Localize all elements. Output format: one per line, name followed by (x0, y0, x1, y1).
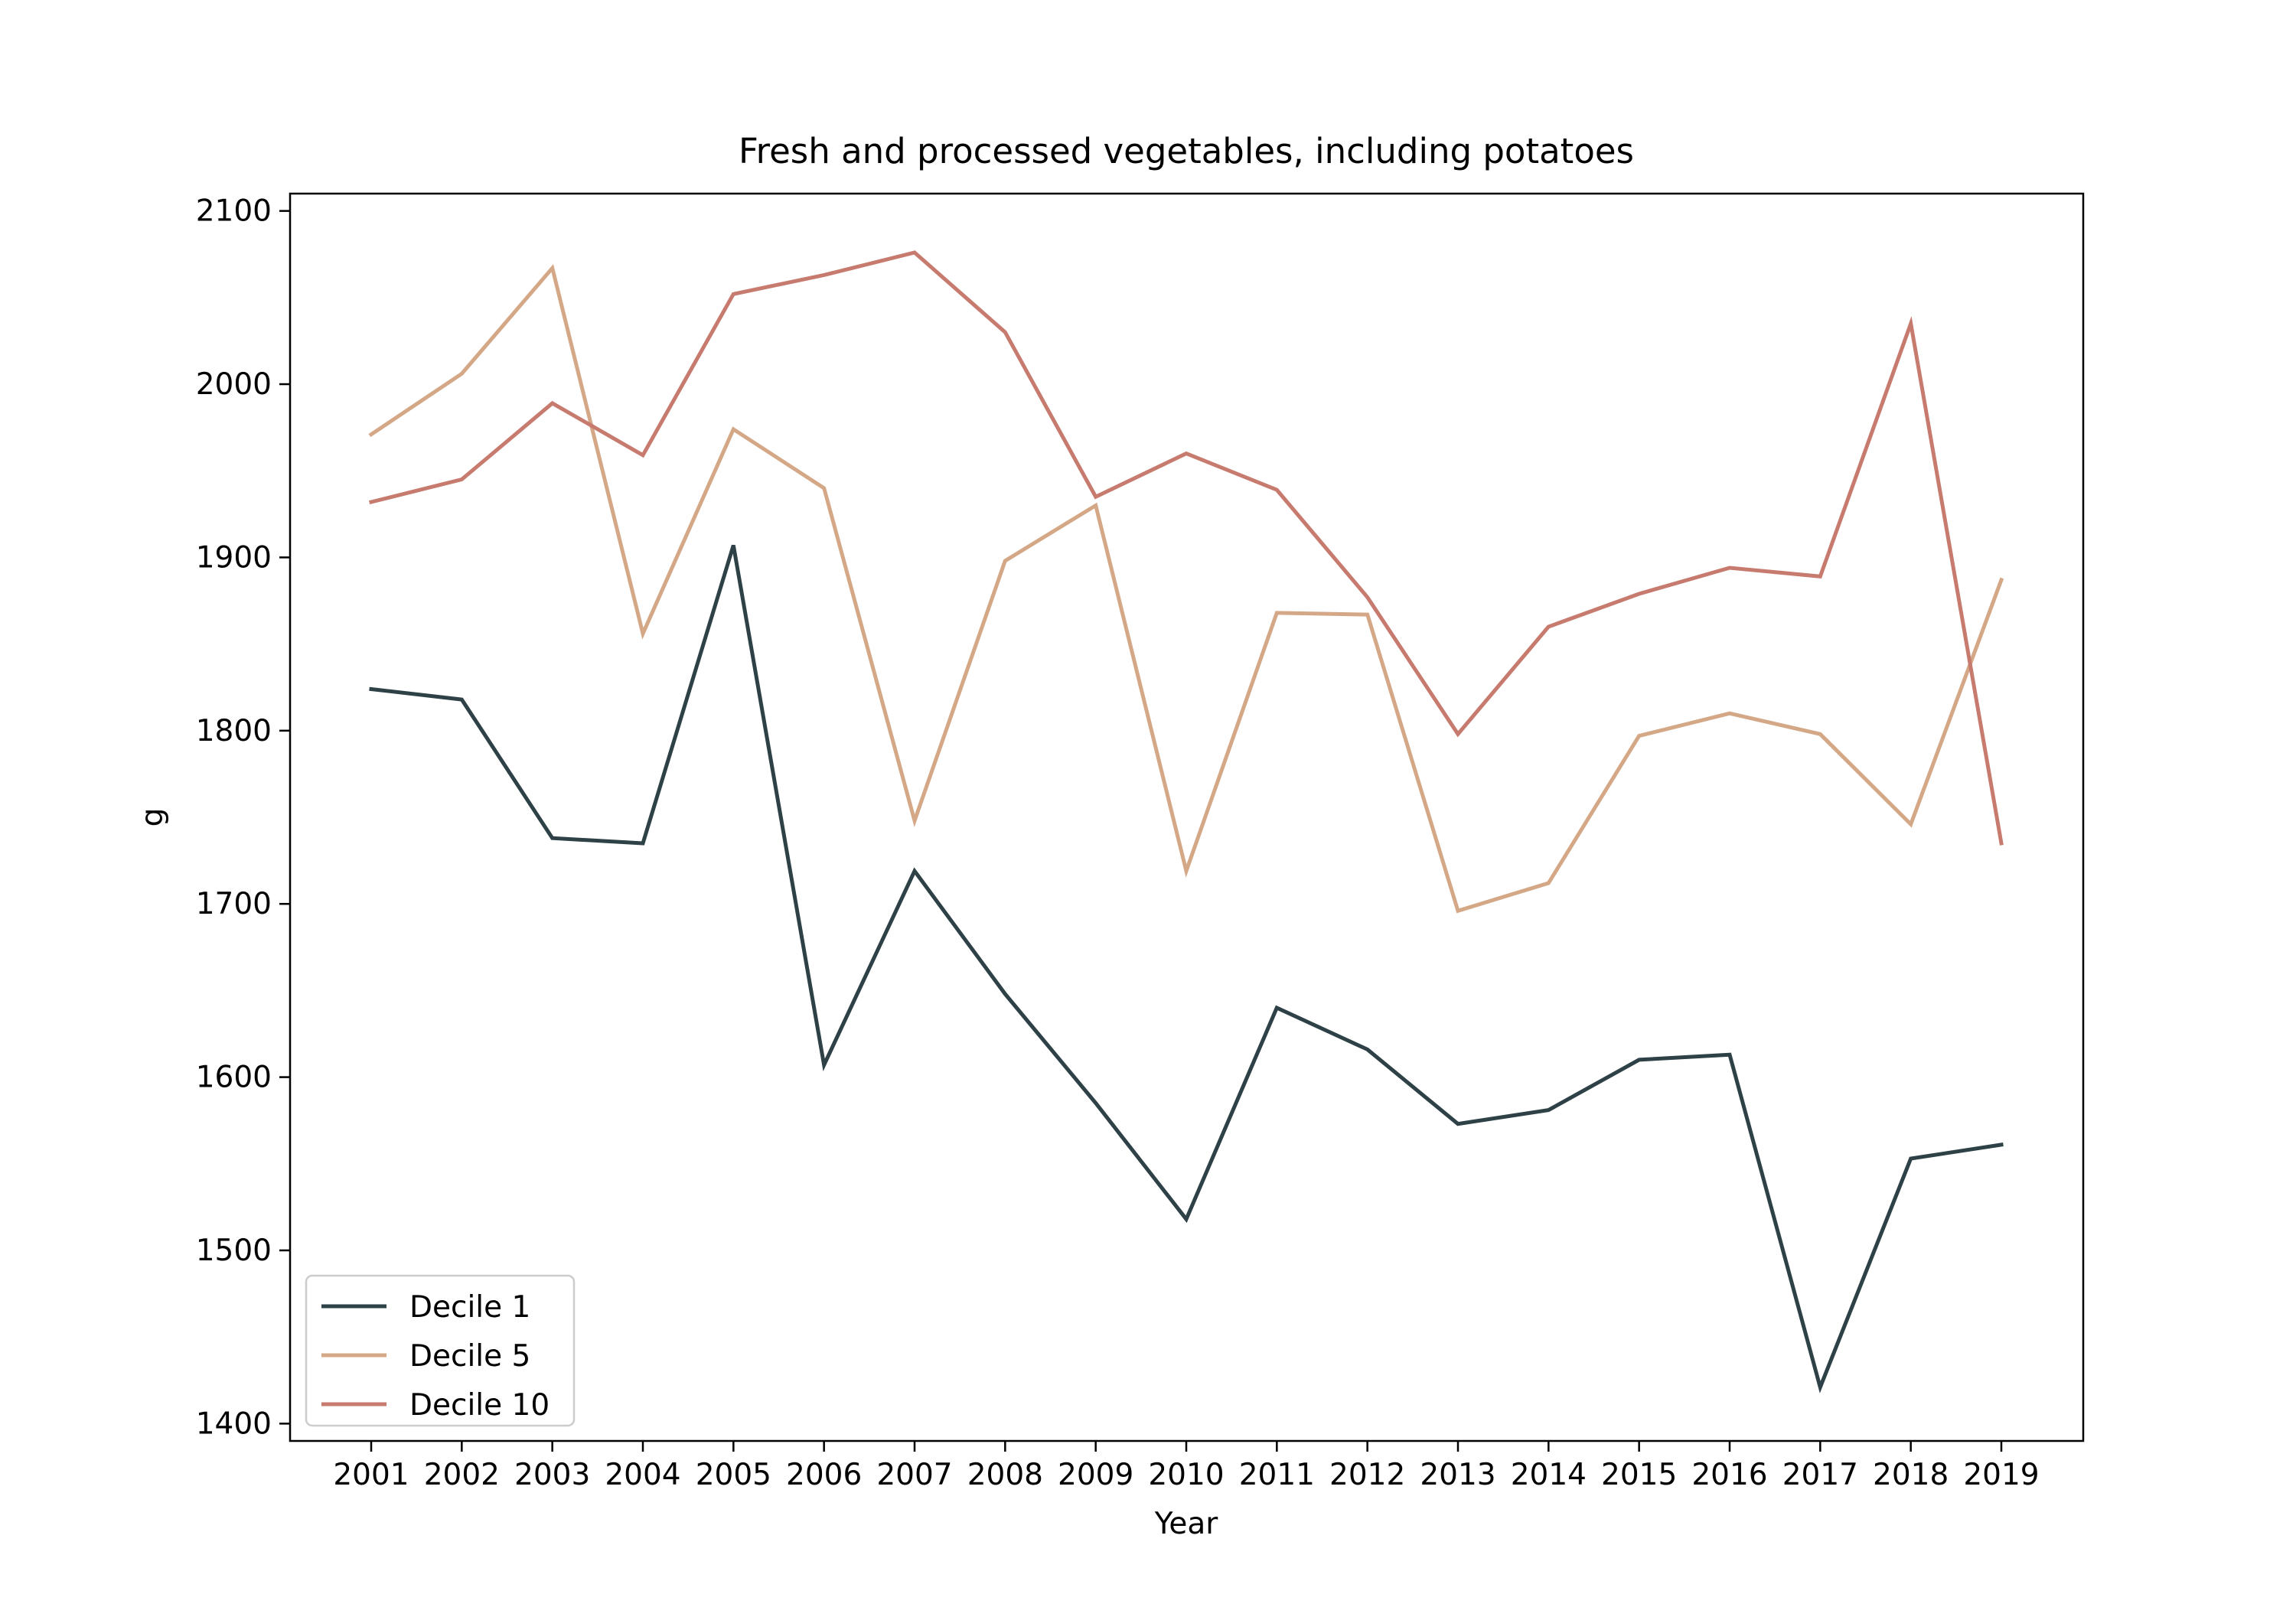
series-lines (368, 250, 2004, 1393)
legend-label: Decile 1 (409, 1290, 530, 1325)
x-tick-label: 2002 (424, 1458, 500, 1492)
y-tick-label: 1700 (196, 887, 272, 921)
x-tick-label: 2016 (1691, 1458, 1767, 1492)
legend-item: Decile 10 (321, 1388, 550, 1423)
x-tick-label: 2010 (1148, 1458, 1224, 1492)
x-tick-label: 2012 (1329, 1458, 1405, 1492)
x-tick-label: 2009 (1058, 1458, 1133, 1492)
x-axis-ticks: 2001 2002 2003 2004 2005 2006 2007 2008 2009 2010… (333, 1441, 2040, 1492)
x-tick-label: 2008 (967, 1458, 1043, 1492)
legend-item: Decile 1 (321, 1290, 530, 1325)
y-tick-label: 2000 (196, 367, 272, 402)
y-tick-label: 1800 (196, 714, 272, 748)
legend: Decile 1 Decile 5 Decile 10 (305, 1274, 576, 1427)
x-tick-label: 2019 (1963, 1458, 2039, 1492)
plot-frame (289, 192, 2085, 1442)
x-tick-label: 2006 (786, 1458, 862, 1492)
y-axis-label: g (135, 808, 170, 827)
series-line-decile-5 (368, 263, 2004, 914)
x-tick-label: 2004 (605, 1458, 680, 1492)
legend-label: Decile 5 (409, 1339, 530, 1374)
x-axis-label: Year (1154, 1507, 1219, 1541)
x-tick-label: 2017 (1782, 1458, 1858, 1492)
legend-item: Decile 5 (321, 1339, 530, 1374)
y-tick-label: 1600 (196, 1061, 272, 1095)
x-tick-label: 2003 (514, 1458, 590, 1492)
x-tick-label: 2018 (1873, 1458, 1949, 1492)
series-line-decile-1 (369, 544, 2004, 1393)
x-tick-label: 2014 (1511, 1458, 1587, 1492)
x-tick-label: 2005 (696, 1458, 771, 1492)
y-axis-ticks: 1400 1500 1600 1700 1800 1900 2000 2100 (196, 194, 290, 1441)
y-tick-label: 1500 (196, 1234, 272, 1268)
chart-title: Fresh and processed vegetables, includin… (739, 131, 1634, 171)
legend-box (305, 1274, 576, 1427)
x-tick-label: 2011 (1239, 1458, 1315, 1492)
legend-label: Decile 10 (409, 1388, 550, 1423)
y-tick-label: 1900 (196, 540, 272, 575)
y-tick-label: 2100 (196, 194, 272, 229)
x-tick-label: 2015 (1601, 1458, 1677, 1492)
y-tick-label: 1400 (196, 1407, 272, 1441)
x-tick-label: 2001 (333, 1458, 409, 1492)
x-tick-label: 2013 (1420, 1458, 1495, 1492)
series-line-decile-10 (368, 250, 2004, 846)
x-tick-label: 2007 (876, 1458, 952, 1492)
